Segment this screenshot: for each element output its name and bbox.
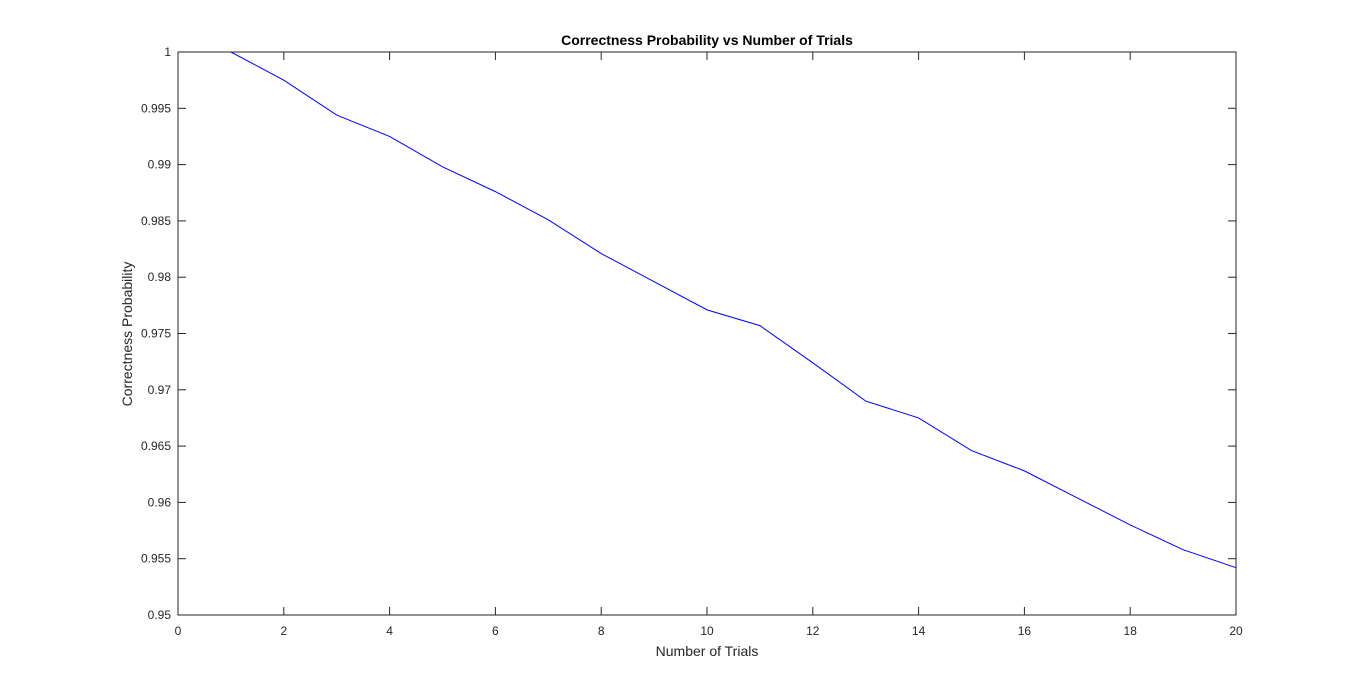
x-axis-ticks: 0 2 4 6 8 10 12 14 16 18 20 (175, 52, 1243, 638)
y-tick-label: 0.975 (141, 327, 171, 341)
x-tick-label: 12 (806, 624, 820, 638)
y-tick-label: 0.97 (148, 383, 172, 397)
y-tick-label: 0.965 (141, 439, 171, 453)
x-tick-label: 18 (1124, 624, 1138, 638)
y-tick-label: 0.955 (141, 552, 171, 566)
x-tick-label: 8 (598, 624, 605, 638)
x-tick-label: 10 (700, 624, 714, 638)
y-tick-label: 0.98 (148, 270, 172, 284)
series-group (230, 51, 1237, 569)
y-tick-label: 0.985 (141, 214, 171, 228)
x-axis-label: Number of Trials (656, 643, 759, 659)
y-axis-ticks: 0.95 0.955 0.96 0.965 0.97 0.975 0.98 0.985 0.99… (141, 45, 1236, 622)
y-tick-label: 0.96 (148, 495, 172, 509)
x-tick-label: 16 (1018, 624, 1032, 638)
y-axis-label: Correctness Probability (119, 262, 135, 407)
chart-title: Correctness Probability vs Number of Tri… (561, 32, 853, 48)
y-tick-label: 1 (164, 45, 171, 59)
x-tick-label: 20 (1229, 624, 1243, 638)
x-tick-label: 4 (386, 624, 393, 638)
x-tick-label: 2 (280, 624, 287, 638)
series-line (230, 51, 1237, 569)
x-tick-label: 14 (912, 624, 926, 638)
y-tick-label: 0.99 (148, 158, 172, 172)
x-tick-label: 0 (175, 624, 182, 638)
y-tick-label: 0.995 (141, 101, 171, 115)
x-tick-label: 6 (492, 624, 499, 638)
plot-area (177, 51, 1237, 616)
y-tick-label: 0.95 (148, 608, 172, 622)
